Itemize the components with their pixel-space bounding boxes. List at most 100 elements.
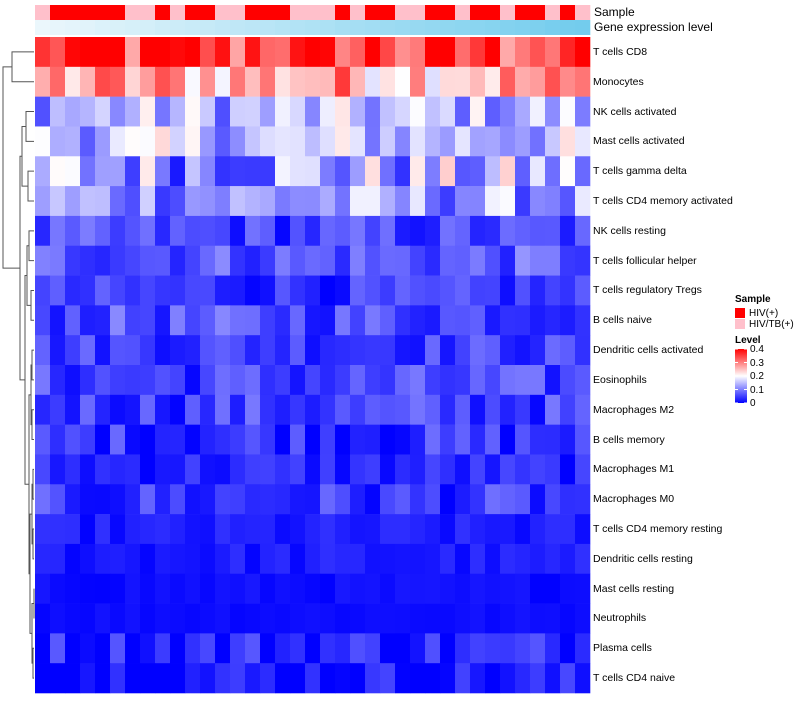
heatmap-cell <box>575 484 591 515</box>
heatmap-cell <box>530 186 546 217</box>
heatmap-cell <box>245 603 261 634</box>
heatmap-cell <box>50 484 66 515</box>
heatmap-cell <box>410 305 426 336</box>
heatmap-cell <box>200 126 216 157</box>
heatmap-cell <box>200 394 216 425</box>
heatmap-cell <box>575 335 591 366</box>
heatmap-cell <box>125 96 141 127</box>
heatmap-cell <box>545 66 561 97</box>
heatmap-cell <box>335 305 351 336</box>
heatmap-cell <box>380 186 396 217</box>
heatmap-cell <box>320 215 336 247</box>
heatmap-cell <box>275 663 291 694</box>
heatmap-cell <box>425 245 441 276</box>
heatmap-cell <box>425 633 441 664</box>
heatmap-cell <box>155 514 171 545</box>
heatmap-cell <box>530 394 546 425</box>
heatmap-cell <box>560 66 576 97</box>
heatmap-cell <box>260 633 276 664</box>
heatmap-cell <box>50 305 66 336</box>
heatmap-cell <box>230 186 246 217</box>
heatmap-cell <box>515 454 531 485</box>
row-label: Monocytes <box>593 75 644 88</box>
heatmap-cell <box>80 424 96 455</box>
sample-annotation-cell <box>305 5 321 20</box>
heatmap-cell <box>575 96 591 127</box>
heatmap-cell <box>140 603 156 634</box>
sample-annotation-cell <box>350 5 366 20</box>
heatmap-cell <box>380 66 396 97</box>
heatmap-cell <box>455 514 471 545</box>
dendrogram-link <box>19 155 25 381</box>
heatmap-cell <box>260 663 276 694</box>
heatmap-cell <box>215 394 231 425</box>
heatmap-cell <box>170 186 186 217</box>
heatmap-cell <box>185 126 201 157</box>
heatmap-cell <box>290 186 306 217</box>
heatmap-cell <box>440 633 456 664</box>
heatmap-cell <box>575 245 591 276</box>
heatmap-cell <box>350 275 366 306</box>
heatmap-cell <box>440 543 456 575</box>
heatmap-cell <box>290 603 306 634</box>
heatmap-cell <box>530 275 546 306</box>
heatmap-cell <box>230 603 246 634</box>
heatmap-cell <box>110 573 126 604</box>
heatmap-cell <box>170 543 186 575</box>
heatmap-cell <box>305 215 321 247</box>
heatmap-cell <box>395 424 411 455</box>
heatmap-cell <box>485 96 501 127</box>
heatmap-cell <box>365 514 381 545</box>
heatmap-cell <box>80 603 96 634</box>
heatmap-cell <box>560 365 576 396</box>
heatmap-cell <box>455 454 471 485</box>
heatmap-cell <box>410 37 426 68</box>
heatmap-cell <box>260 275 276 306</box>
heatmap-cell <box>500 365 516 396</box>
heatmap-cell <box>215 275 231 306</box>
heatmap-cell <box>260 365 276 396</box>
heatmap-cell <box>530 603 546 634</box>
heatmap-cell <box>425 484 441 515</box>
heatmap-cell <box>200 633 216 664</box>
heatmap-cell <box>35 365 51 396</box>
heatmap-cell <box>545 335 561 366</box>
heatmap-cell <box>365 245 381 276</box>
heatmap-cell <box>125 365 141 396</box>
heatmap-cell <box>185 335 201 366</box>
heatmap-cell <box>155 663 171 694</box>
heatmap-cell <box>485 215 501 247</box>
heatmap-cell <box>185 96 201 127</box>
heatmap-cell <box>65 394 81 425</box>
dendrogram-link <box>11 51 34 83</box>
sample-annotation-cell <box>185 5 201 20</box>
heatmap-cell <box>320 186 336 217</box>
heatmap-cell <box>290 484 306 515</box>
heatmap-cell <box>275 37 291 68</box>
expression-annotation-cell <box>65 20 81 35</box>
expression-annotation-cell <box>515 20 531 35</box>
sample-annotation-cell <box>500 5 516 20</box>
heatmap-cell <box>410 66 426 97</box>
heatmap-cell <box>485 156 501 187</box>
heatmap-cell <box>320 424 336 455</box>
sample-annotation-cell <box>80 5 96 20</box>
heatmap-cell <box>245 215 261 247</box>
heatmap-cell <box>290 663 306 694</box>
heatmap-cell <box>185 275 201 306</box>
heatmap-cell <box>155 335 171 366</box>
heatmap-cell <box>110 514 126 545</box>
heatmap-cell <box>155 245 171 276</box>
heatmap-cell <box>515 514 531 545</box>
heatmap-cell <box>455 37 471 68</box>
heatmap-cell <box>110 186 126 217</box>
expression-annotation-cell <box>200 20 216 35</box>
heatmap-cell <box>275 275 291 306</box>
heatmap-cell <box>275 96 291 127</box>
heatmap-cell <box>95 365 111 396</box>
heatmap-cell <box>335 245 351 276</box>
sample-annotation-cell <box>515 5 531 20</box>
heatmap-cell <box>275 156 291 187</box>
heatmap-cell <box>425 424 441 455</box>
heatmap-cell <box>140 514 156 545</box>
